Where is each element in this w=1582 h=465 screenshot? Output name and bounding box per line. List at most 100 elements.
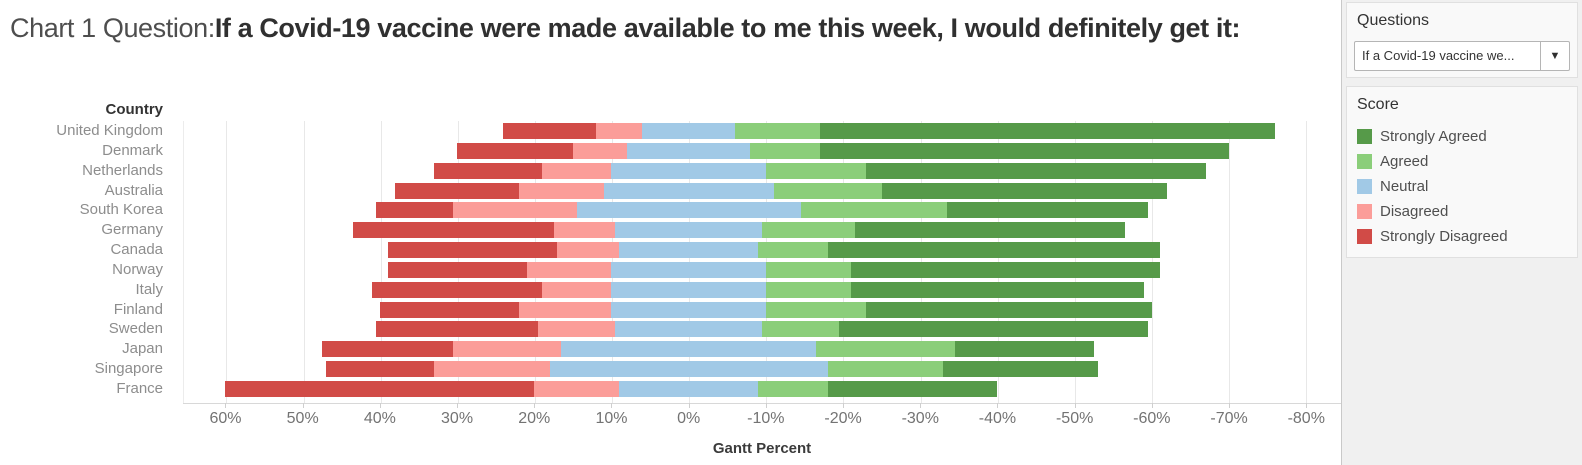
legend-item-neutral[interactable]: Neutral — [1347, 174, 1577, 199]
bar-segment-neutral[interactable] — [615, 222, 762, 239]
bar-segment-agreed[interactable] — [765, 162, 867, 179]
bar-segment-disagreed[interactable] — [433, 361, 550, 378]
bar-segment-strongly-agreed[interactable] — [839, 321, 1148, 338]
bar-stack — [183, 261, 1341, 278]
bar-segment-neutral[interactable] — [626, 142, 751, 159]
bar-segment-strongly-disagreed[interactable] — [387, 242, 558, 259]
bar-segment-neutral[interactable] — [611, 162, 766, 179]
bar-segment-strongly-disagreed[interactable] — [376, 202, 454, 219]
x-tick-mark — [457, 403, 459, 408]
x-tick-mark — [1151, 403, 1153, 408]
bar-segment-disagreed[interactable] — [538, 321, 616, 338]
bar-segment-strongly-agreed[interactable] — [819, 123, 1276, 139]
bar-segment-strongly-disagreed[interactable] — [379, 301, 519, 318]
legend-item-strongly-disagreed[interactable]: Strongly Disagreed — [1347, 224, 1577, 249]
bar-rows: United Kingdom Denmark Netherlands Australi… — [0, 121, 1341, 400]
legend-title: Score — [1357, 96, 1399, 113]
bar-segment-disagreed[interactable] — [534, 380, 620, 397]
bar-segment-strongly-agreed[interactable] — [850, 261, 1160, 278]
bar-segment-strongly-disagreed[interactable] — [387, 261, 527, 278]
bar-segment-strongly-agreed[interactable] — [827, 242, 1160, 259]
bar-segment-agreed[interactable] — [800, 202, 948, 219]
bar-segment-disagreed[interactable] — [541, 162, 612, 179]
bar-segment-neutral[interactable] — [611, 281, 766, 298]
bar-row: Germany — [0, 220, 1341, 240]
bar-segment-agreed[interactable] — [827, 361, 944, 378]
bar-segment-agreed[interactable] — [762, 321, 840, 338]
bar-segment-disagreed[interactable] — [553, 222, 616, 239]
legend-item-agreed[interactable]: Agreed — [1347, 149, 1577, 174]
bar-segment-strongly-disagreed[interactable] — [376, 321, 539, 338]
bar-segment-strongly-agreed[interactable] — [850, 281, 1145, 298]
bar-segment-neutral[interactable] — [642, 123, 735, 139]
bar-segment-strongly-agreed[interactable] — [881, 182, 1168, 199]
bar-segment-agreed[interactable] — [765, 301, 867, 318]
bar-segment-agreed[interactable] — [758, 242, 828, 259]
gridline — [226, 121, 228, 403]
bar-segment-neutral[interactable] — [619, 242, 759, 259]
country-label: Norway — [112, 260, 163, 278]
gridline — [303, 121, 305, 403]
x-tick-label: -10% — [747, 410, 785, 427]
bar-segment-neutral[interactable] — [615, 321, 762, 338]
bar-segment-strongly-agreed[interactable] — [866, 301, 1152, 318]
x-axis-line — [183, 403, 1341, 404]
x-tick-label: -50% — [1055, 410, 1094, 427]
bar-segment-strongly-disagreed[interactable] — [395, 182, 519, 199]
bar-segment-strongly-agreed[interactable] — [955, 341, 1094, 358]
bar-segment-agreed[interactable] — [758, 380, 828, 397]
bar-row: Singapore — [0, 359, 1341, 379]
x-tick-mark — [1229, 403, 1231, 408]
bar-segment-disagreed[interactable] — [596, 123, 643, 139]
bar-segment-disagreed[interactable] — [453, 202, 577, 219]
x-tick-label: 10% — [595, 410, 628, 427]
bar-segment-neutral[interactable] — [611, 301, 766, 318]
bar-segment-strongly-disagreed[interactable] — [352, 222, 554, 239]
chevron-down-icon[interactable]: ▼ — [1540, 42, 1569, 70]
bar-segment-agreed[interactable] — [750, 142, 820, 159]
bar-segment-agreed[interactable] — [816, 341, 955, 358]
bar-segment-strongly-disagreed[interactable] — [325, 361, 434, 378]
bar-segment-agreed[interactable] — [765, 281, 851, 298]
bar-segment-strongly-agreed[interactable] — [943, 361, 1098, 378]
question-dropdown-value[interactable]: If a Covid-19 vaccine we... — [1362, 48, 1515, 63]
bar-segment-neutral[interactable] — [611, 261, 766, 278]
bar-segment-disagreed[interactable] — [572, 142, 627, 159]
bar-segment-neutral[interactable] — [549, 361, 828, 378]
bar-segment-disagreed[interactable] — [518, 301, 612, 318]
bar-segment-disagreed[interactable] — [557, 242, 620, 259]
bar-segment-agreed[interactable] — [773, 182, 882, 199]
gridline — [380, 121, 382, 403]
bar-segment-neutral[interactable] — [561, 341, 817, 358]
bar-segment-strongly-disagreed[interactable] — [321, 341, 454, 358]
x-tick-mark — [688, 403, 690, 408]
bar-segment-strongly-agreed[interactable] — [827, 380, 998, 397]
question-dropdown[interactable]: If a Covid-19 vaccine we... ▼ — [1354, 41, 1570, 71]
bar-segment-disagreed[interactable] — [526, 261, 612, 278]
bar-segment-disagreed[interactable] — [541, 281, 612, 298]
bar-segment-strongly-agreed[interactable] — [819, 142, 1230, 159]
legend-item-disagreed[interactable]: Disagreed — [1347, 199, 1577, 224]
bar-segment-strongly-disagreed[interactable] — [225, 380, 535, 397]
bar-segment-agreed[interactable] — [734, 123, 820, 139]
bar-row: South Korea — [0, 200, 1341, 220]
legend-swatch-strongly-disagreed — [1357, 229, 1372, 244]
bar-segment-strongly-agreed[interactable] — [866, 162, 1206, 179]
legend-item-strongly-agreed[interactable]: Strongly Agreed — [1347, 124, 1577, 149]
bar-segment-agreed[interactable] — [762, 222, 855, 239]
bar-segment-strongly-disagreed[interactable] — [457, 142, 573, 159]
bar-segment-disagreed[interactable] — [518, 182, 604, 199]
bar-segment-disagreed[interactable] — [453, 341, 562, 358]
legend-swatch-neutral — [1357, 179, 1372, 194]
bar-segment-strongly-agreed[interactable] — [854, 222, 1125, 239]
bar-segment-strongly-disagreed[interactable] — [372, 281, 542, 298]
bar-segment-neutral[interactable] — [576, 202, 801, 219]
x-tick-label: -70% — [1210, 410, 1248, 427]
bar-segment-strongly-disagreed[interactable] — [503, 123, 596, 139]
bar-segment-strongly-agreed[interactable] — [947, 202, 1148, 219]
bar-segment-agreed[interactable] — [765, 261, 851, 278]
bar-segment-strongly-disagreed[interactable] — [433, 162, 542, 179]
bar-segment-neutral[interactable] — [603, 182, 774, 199]
bar-segment-neutral[interactable] — [619, 380, 759, 397]
side-panel: Questions If a Covid-19 vaccine we... ▼ … — [1341, 0, 1582, 465]
